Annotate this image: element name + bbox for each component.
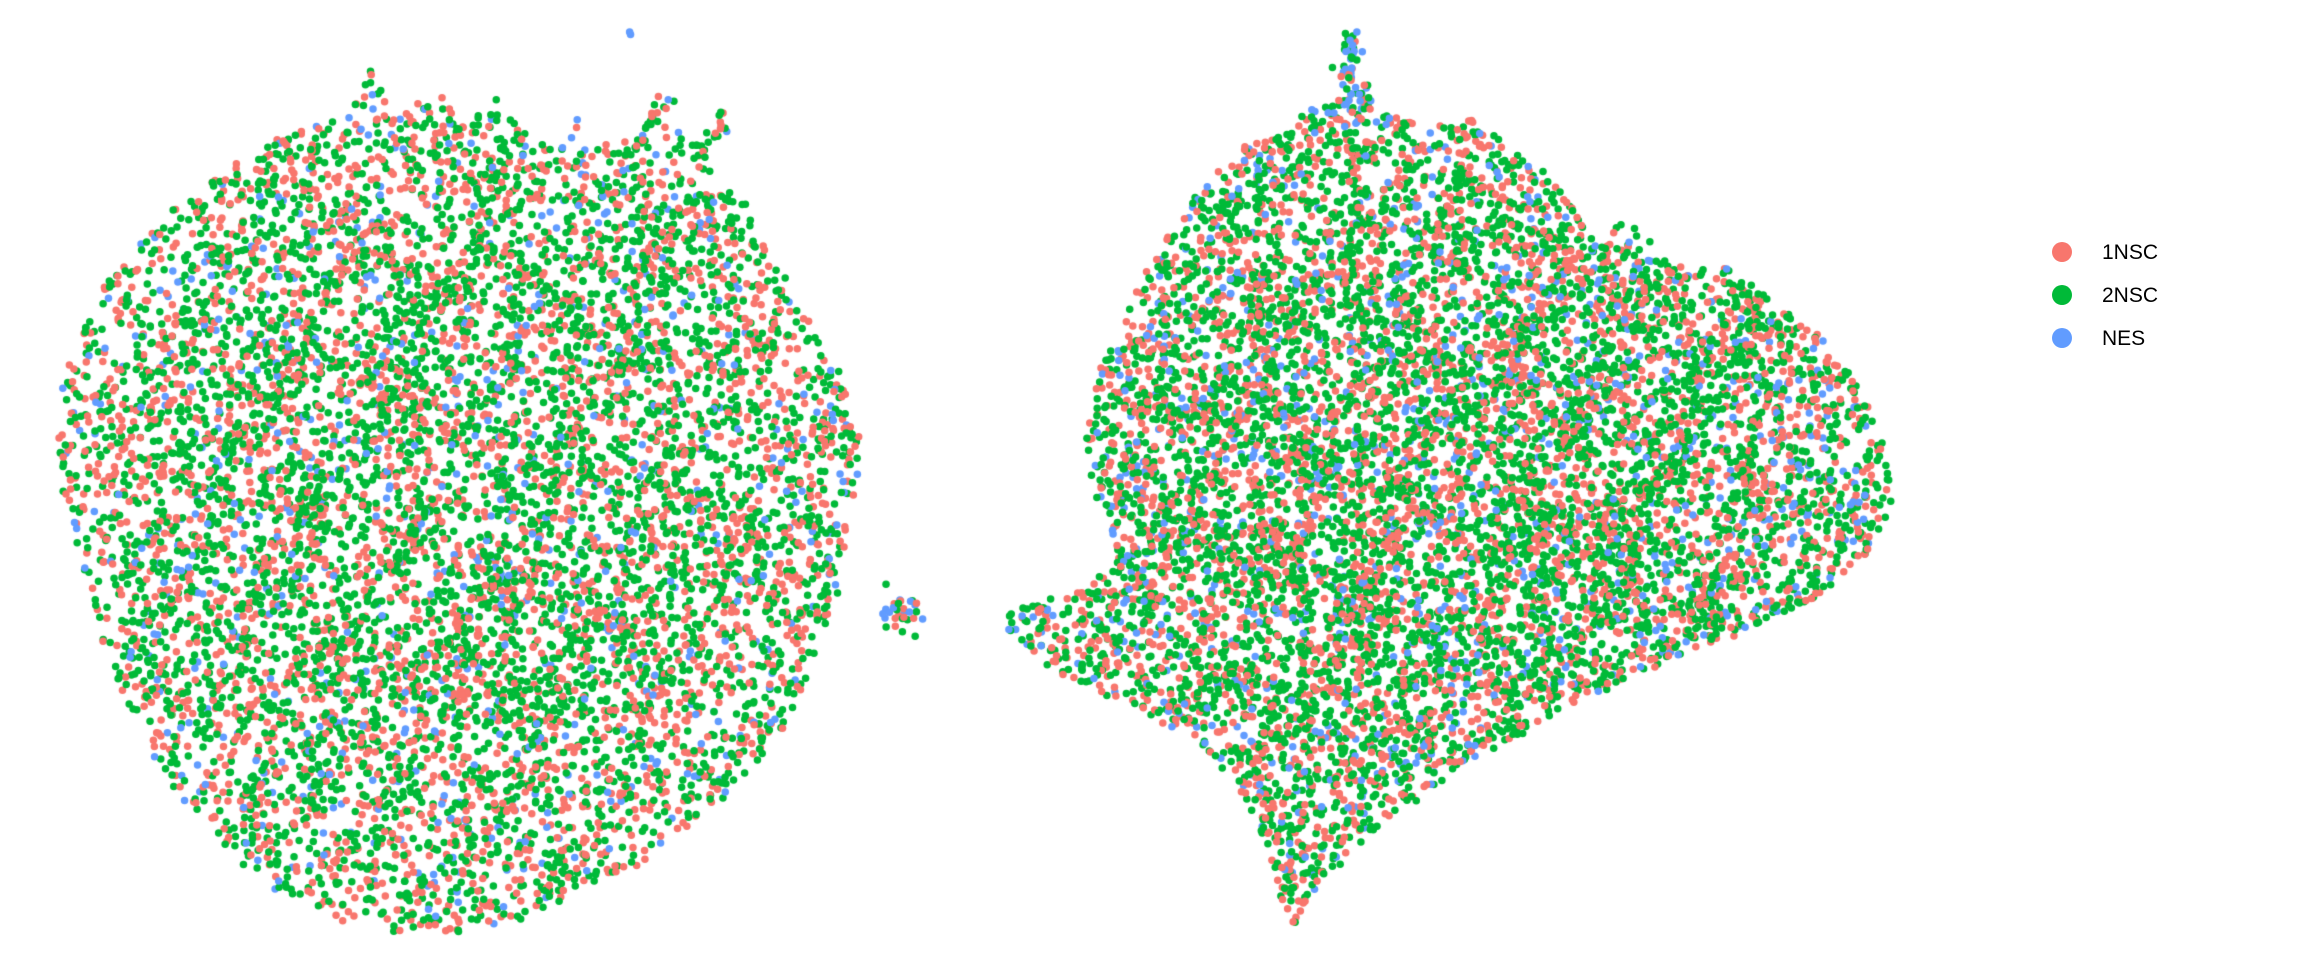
legend-item-nes[interactable]: NES	[2052, 326, 2272, 350]
legend-item-1nsc[interactable]: 1NSC	[2052, 240, 2272, 264]
legend-swatch-nes-icon	[2052, 328, 2072, 348]
legend-label-1nsc: 1NSC	[2102, 240, 2159, 264]
legend-label-nes: NES	[2102, 326, 2146, 350]
legend-label-2nsc: 2NSC	[2102, 283, 2159, 307]
legend: 1NSC 2NSC NES	[2052, 240, 2272, 350]
legend-swatch-2nsc-icon	[2052, 285, 2072, 305]
legend-swatch-1nsc-icon	[2052, 242, 2072, 262]
legend-item-2nsc[interactable]: 2NSC	[2052, 283, 2272, 307]
